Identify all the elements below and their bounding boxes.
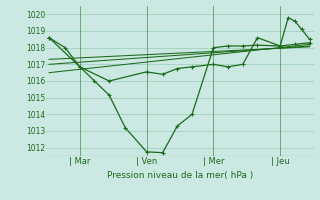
X-axis label: Pression niveau de la mer( hPa ): Pression niveau de la mer( hPa ) — [107, 171, 253, 180]
